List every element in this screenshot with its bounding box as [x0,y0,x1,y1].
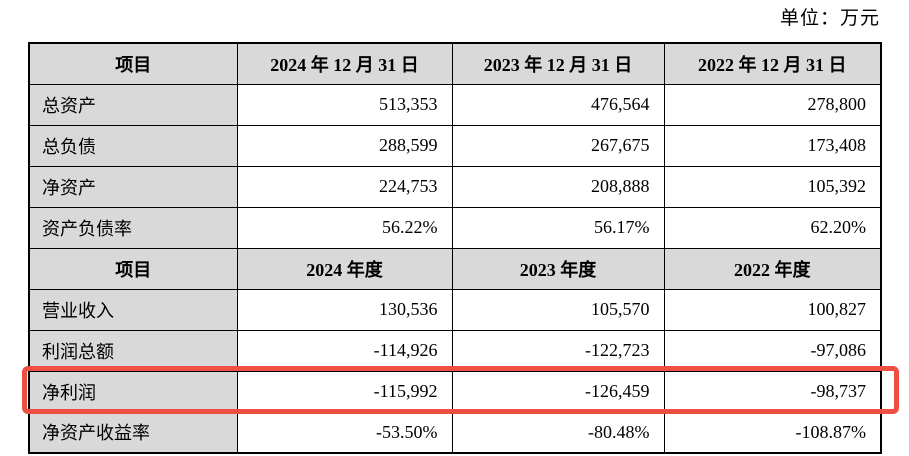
row-label-cell: 营业收入 [28,288,238,331]
value-cell: -122,723 [451,329,665,372]
financial-table: 项目 2024 年 12 月 31 日 2023 年 12 月 31 日 202… [28,42,882,454]
value-cell: 173,408 [663,124,882,167]
value-cell: 56.22% [236,206,453,249]
value-cell: -97,086 [663,329,882,372]
value-cell: 56.17% [451,206,665,249]
value-cell: 224,753 [236,165,453,208]
value-cell: 62.20% [663,206,882,249]
table-row-net-profit: 净利润 -115,992 -126,459 -98,737 [28,370,882,413]
table-row-operating-revenue: 营业收入 130,536 105,570 100,827 [28,288,882,331]
column-header: 2022 年 12 月 31 日 [663,42,882,85]
value-cell: 130,536 [236,288,453,331]
value-cell: -126,459 [451,370,665,413]
value-cell: -115,992 [236,370,453,413]
value-cell: 513,353 [236,83,453,126]
column-header: 项目 [28,42,238,85]
value-cell: 267,675 [451,124,665,167]
row-label-cell: 净资产 [28,165,238,208]
value-cell: -80.48% [451,411,665,454]
table-row-total-liabilities: 总负债 288,599 267,675 173,408 [28,124,882,167]
table-row-total-profit: 利润总额 -114,926 -122,723 -97,086 [28,329,882,372]
row-label-cell: 净利润 [28,370,238,413]
value-cell: -53.50% [236,411,453,454]
row-label-cell: 总资产 [28,83,238,126]
row-label-cell: 总负债 [28,124,238,167]
table-row-net-assets: 净资产 224,753 208,888 105,392 [28,165,882,208]
value-cell: -98,737 [663,370,882,413]
table-row-return-on-equity: 净资产收益率 -53.50% -80.48% -108.87% [28,411,882,454]
value-cell: 105,570 [451,288,665,331]
row-label-cell: 净资产收益率 [28,411,238,454]
unit-label: 单位：万元 [779,8,880,29]
column-header: 2024 年 12 月 31 日 [236,42,453,85]
value-cell: -108.87% [663,411,882,454]
value-cell: 278,800 [663,83,882,126]
value-cell: 208,888 [451,165,665,208]
income-statement-header-row: 项目 2024 年度 2023 年度 2022 年度 [28,247,882,290]
row-label-cell: 利润总额 [28,329,238,372]
value-cell: 476,564 [451,83,665,126]
value-cell: 288,599 [236,124,453,167]
value-cell: 105,392 [663,165,882,208]
column-header: 2023 年度 [451,247,665,290]
balance-sheet-header-row: 项目 2024 年 12 月 31 日 2023 年 12 月 31 日 202… [28,42,882,85]
column-header: 2024 年度 [236,247,453,290]
table-row-total-assets: 总资产 513,353 476,564 278,800 [28,83,882,126]
column-header: 2023 年 12 月 31 日 [451,42,665,85]
column-header: 2022 年度 [663,247,882,290]
value-cell: 100,827 [663,288,882,331]
value-cell: -114,926 [236,329,453,372]
column-header: 项目 [28,247,238,290]
row-label-cell: 资产负债率 [28,206,238,249]
table-row-debt-ratio: 资产负债率 56.22% 56.17% 62.20% [28,206,882,249]
